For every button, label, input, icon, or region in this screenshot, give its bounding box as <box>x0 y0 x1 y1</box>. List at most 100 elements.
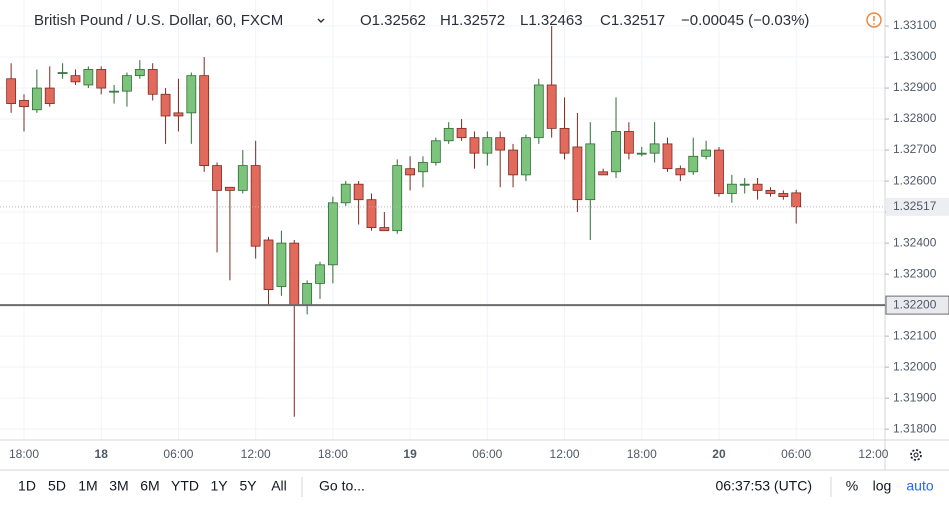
settings-gear[interactable] <box>910 449 922 461</box>
candle-body <box>96 69 107 89</box>
range-button[interactable]: 1M <box>78 478 97 494</box>
symbol-caret[interactable] <box>317 18 325 23</box>
y-tick-label: 1.32700 <box>893 142 937 156</box>
warning-dot[interactable] <box>873 23 875 25</box>
scale-option[interactable]: log <box>873 478 892 494</box>
candle-body <box>405 168 415 176</box>
candle-body <box>225 186 235 191</box>
candle-body <box>109 90 119 93</box>
y-tick-label: 1.31800 <box>893 421 937 435</box>
candle-body <box>778 193 789 197</box>
candle-body <box>57 72 68 74</box>
candle-body <box>430 140 441 163</box>
range-button[interactable]: 3M <box>109 478 128 494</box>
x-tick-label: 12:00 <box>858 447 888 461</box>
scale-option[interactable]: auto <box>906 478 933 494</box>
y-tick-label: 1.32100 <box>893 328 937 342</box>
candle-body <box>533 84 544 139</box>
y-tick-label: 1.32800 <box>893 111 937 125</box>
candle-body <box>765 189 776 194</box>
candle-body <box>611 131 621 173</box>
candle-body <box>752 183 763 191</box>
x-tick-label: 19 <box>403 447 417 461</box>
candle-body <box>482 137 493 154</box>
candle-body <box>559 127 570 154</box>
candle-body <box>469 137 480 154</box>
x-tick-label: 06:00 <box>781 447 811 461</box>
candle-body <box>173 112 184 117</box>
candle-body <box>726 183 737 194</box>
y-tick-label: 1.32600 <box>893 173 937 187</box>
candle-body <box>366 199 377 228</box>
range-button[interactable]: 6M <box>140 478 159 494</box>
candle-body <box>70 75 81 83</box>
y-tick-label: 1.33000 <box>893 49 937 63</box>
candle-body <box>160 93 171 117</box>
settings-hub[interactable] <box>913 452 919 458</box>
candle-body <box>443 127 454 142</box>
x-tick-label: 18:00 <box>9 447 39 461</box>
range-button[interactable]: YTD <box>171 478 199 494</box>
ohlc-change: −0.00045 (−0.03%) <box>681 12 809 29</box>
ohlc-high: H1.32572 <box>440 12 505 29</box>
hline-label: 1.32200 <box>893 297 937 311</box>
last-price-label: 1.32517 <box>893 199 937 213</box>
x-tick-label: 12:00 <box>241 447 271 461</box>
y-tick-label: 1.32000 <box>893 359 937 373</box>
range-button[interactable]: 5Y <box>239 478 257 494</box>
x-tick-label: 06:00 <box>472 447 502 461</box>
range-button[interactable]: 1D <box>18 478 36 494</box>
candle-body <box>315 264 325 284</box>
ohlc-open: O1.32562 <box>360 12 426 29</box>
candle-body <box>701 149 712 157</box>
x-tick-label: 18:00 <box>627 447 657 461</box>
candle-body <box>327 202 338 266</box>
x-tick-label: 12:00 <box>550 447 580 461</box>
candle-body <box>340 183 351 204</box>
symbol-title[interactable]: British Pound / U.S. Dollar, 60, FXCM <box>34 12 283 29</box>
last-price-box <box>886 197 949 216</box>
warning-icon[interactable] <box>866 12 882 28</box>
candle-body <box>649 143 660 154</box>
candle-body <box>714 149 724 194</box>
candle-body <box>791 192 802 208</box>
candle-body <box>250 165 261 247</box>
candle-body <box>508 149 518 176</box>
toolbar: 1D 5D 1M 3M 6M YTD 1Y 5Y All Go to... 06:37:53 (UT… <box>18 477 934 497</box>
candle-body <box>623 131 634 154</box>
candle-body <box>662 143 673 170</box>
hline-label-box <box>885 295 949 315</box>
candle-body <box>263 239 274 291</box>
x-tick-label: 18 <box>95 447 109 461</box>
candle-body <box>302 283 313 306</box>
candle-body <box>147 69 158 95</box>
settings-icon[interactable] <box>910 449 922 461</box>
candle-body <box>675 168 686 176</box>
candle-body <box>688 155 699 173</box>
candle-body <box>546 84 557 129</box>
candle-body <box>289 242 300 306</box>
warning-circle[interactable] <box>866 12 882 28</box>
candle-body <box>739 183 750 186</box>
range-button[interactable]: 1Y <box>210 478 228 494</box>
y-tick-label: 1.32900 <box>893 80 937 94</box>
candle-body <box>572 146 583 201</box>
candle-body <box>585 143 596 201</box>
candle-body <box>418 162 428 173</box>
scale-option[interactable]: % <box>846 478 858 494</box>
candle-body <box>134 69 145 77</box>
ohlc-low: L1.32463 <box>520 12 583 29</box>
plot <box>0 0 885 440</box>
candle-body <box>521 137 531 176</box>
candle-body <box>44 87 55 104</box>
candle-body <box>276 242 287 287</box>
candle-body <box>353 183 364 201</box>
range-button[interactable]: 5D <box>48 478 66 494</box>
candle-body <box>636 152 647 155</box>
goto-button[interactable]: Go to... <box>319 478 365 494</box>
range-button[interactable]: All <box>271 478 287 494</box>
candle-body <box>456 127 467 139</box>
y-tick-label: 1.33100 <box>893 18 937 32</box>
clock: 06:37:53 (UTC) <box>716 478 812 494</box>
